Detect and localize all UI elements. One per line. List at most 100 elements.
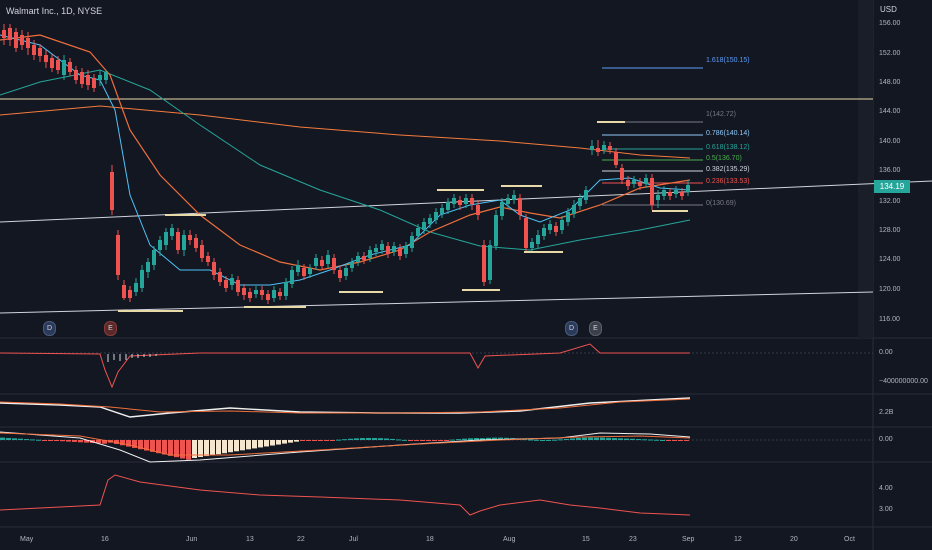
candle-body [8,28,12,40]
macd-histogram-bar [474,438,479,440]
candle-body [458,200,462,205]
earnings-badge[interactable]: E [589,321,602,336]
macd-histogram-bar [438,440,443,441]
candle-body [548,224,552,230]
macd-histogram-bar [372,438,377,440]
macd-histogram-bar [426,440,431,441]
candle-body [242,288,246,295]
fib-label: 1.618(150.15) [706,57,750,64]
candle-body [338,270,342,278]
candle-body [98,75,102,80]
candle-body [662,190,666,196]
macd-histogram-bar [300,440,305,441]
candle-body [128,290,132,298]
dividend-badge[interactable]: D [565,321,578,336]
candle-body [200,245,204,258]
candle-body [440,208,444,214]
currency-label: USD [880,5,897,14]
candle-body [644,178,648,184]
price-tick: 132.00 [879,198,901,205]
candle-body [92,78,96,88]
macd-histogram-bar [486,437,491,440]
macd-histogram-bar [654,439,659,441]
candle-body [500,202,504,216]
macd-histogram-bar [60,440,65,442]
macd-histogram-bar [666,440,671,441]
macd-histogram-bar [624,438,629,440]
ma-200 [0,105,691,159]
candle-body [530,242,534,248]
macd-histogram-bar [378,438,383,440]
macd-histogram-bar [144,440,149,451]
candle-body [608,146,612,150]
macd-histogram-bar [528,439,533,441]
candle-body [122,285,126,298]
macd-histogram-bar [570,438,575,440]
candle-body [152,250,156,265]
candle-body [614,152,618,165]
fib-label: 0.382(135.29) [706,166,750,173]
time-tick: 15 [582,536,590,543]
macd-histogram-bar [390,438,395,440]
candle-body [428,218,432,224]
candle-body [182,235,186,250]
macd-histogram-bar [222,440,227,454]
time-tick: May [20,536,34,543]
volume-oscillator-pane [0,343,873,389]
macd-histogram-bar [180,440,185,459]
candle-body [686,185,690,192]
macd-histogram-bar [660,440,665,441]
price-tick: 120.00 [879,286,901,293]
candle-body [368,250,372,258]
macd-histogram-bar [330,440,335,441]
macd-histogram-bar [468,438,473,440]
candle-body [158,240,162,250]
fib-label: 0.786(140.14) [706,130,750,137]
macd-histogram-bar [114,440,119,444]
candle-body [254,290,258,294]
price-tick: 140.00 [879,138,901,145]
candle-body [74,70,78,80]
macd-histogram-bar [366,437,371,440]
macd-histogram-bar [12,438,17,440]
macd-histogram-bar [444,440,449,441]
time-tick: 22 [297,536,305,543]
macd-histogram-bar [216,440,221,455]
fib-label: 0.236(133.53) [706,178,750,185]
candle-body [668,192,672,196]
macd-histogram-bar [564,438,569,440]
indicator-value: 4.00 [879,485,893,492]
candle-body [134,283,138,292]
macd-histogram-bar [48,440,53,441]
macd-histogram-bar [348,438,353,440]
macd-histogram-bar [294,440,299,442]
dividend-badge[interactable]: D [43,321,56,336]
candle-body [230,278,234,285]
candle-body [62,60,66,75]
macd-histogram-bar [522,439,527,441]
macd-histogram-bar [324,440,329,441]
candle-body [578,198,582,206]
candle-body [218,272,222,282]
candle-body [482,245,486,282]
macd-histogram-bar [246,440,251,450]
candle-body [512,195,516,200]
macd-histogram-bar [396,439,401,441]
last-price-badge: 134.19 [874,180,910,193]
chart-title: Walmart Inc., 1D, NYSE [6,6,103,16]
candle-body [116,235,120,275]
macd-histogram-bar [204,440,209,457]
macd-histogram-bar [198,440,203,458]
candle-body [86,75,90,85]
macd-histogram-bar [582,437,587,440]
earnings-badge[interactable]: E [104,321,117,336]
macd-histogram-bar [576,438,581,440]
candle-body [320,260,324,266]
candle-body [446,202,450,210]
time-tick: 20 [790,536,798,543]
candle-body [404,246,408,254]
macd-histogram-bar [192,440,197,458]
candle-body [38,48,42,56]
candle-body [386,246,390,254]
